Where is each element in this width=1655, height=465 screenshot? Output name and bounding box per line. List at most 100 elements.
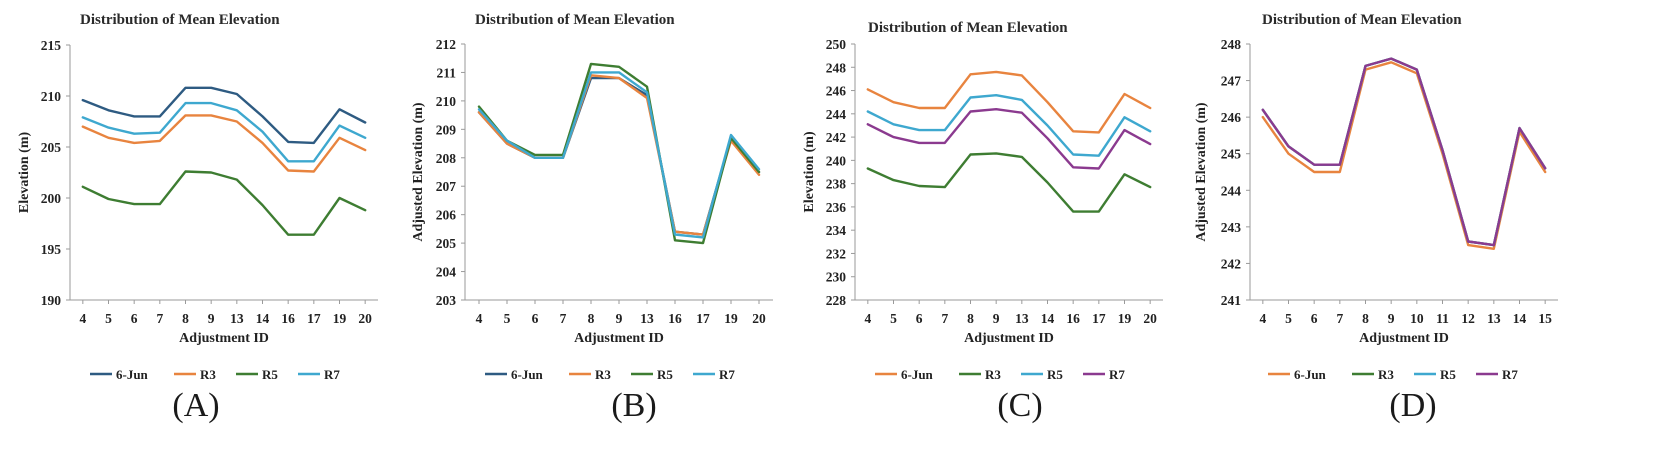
y-tick-label: 212 <box>436 37 457 52</box>
y-tick-label: 206 <box>436 208 457 223</box>
legend-label: 6-Jun <box>1294 367 1327 382</box>
y-tick-label: 230 <box>826 270 847 285</box>
legend-label: R7 <box>719 367 735 382</box>
y-axis-label: Elevation (m) <box>17 132 32 214</box>
series-line-6-jun <box>866 70 1152 134</box>
series-line-r5 <box>477 62 761 245</box>
series-line-r7 <box>81 101 367 163</box>
x-tick-label: 14 <box>1041 311 1055 326</box>
y-tick-label: 203 <box>436 293 457 308</box>
x-tick-label: 6 <box>916 311 923 326</box>
y-tick-label: 205 <box>41 140 62 155</box>
y-tick-label: 248 <box>826 60 847 75</box>
chart-title: Distribution of Mean Elevation <box>475 12 675 28</box>
x-tick-label: 14 <box>1513 311 1527 326</box>
y-tick-label: 242 <box>1221 256 1242 271</box>
y-tick-label: 241 <box>1221 293 1242 308</box>
x-tick-label: 17 <box>696 311 710 326</box>
x-tick-label: 4 <box>79 311 86 326</box>
legend-label: 6-Jun <box>511 367 544 382</box>
series-line-r7 <box>866 107 1152 170</box>
y-tick-label: 207 <box>436 179 457 194</box>
y-tick-label: 234 <box>826 223 847 238</box>
legend-label: 6-Jun <box>116 367 149 382</box>
panel-letter: (D) <box>1389 387 1436 424</box>
x-tick-label: 10 <box>1410 311 1424 326</box>
y-tick-label: 246 <box>1221 110 1242 125</box>
series-line-r3 <box>1261 57 1547 247</box>
x-tick-label: 7 <box>1336 311 1343 326</box>
y-tick-label: 236 <box>826 200 847 215</box>
panel-letter: (A) <box>172 387 219 424</box>
x-tick-label: 7 <box>156 311 163 326</box>
y-tick-label: 209 <box>436 122 457 137</box>
x-tick-label: 17 <box>307 311 321 326</box>
x-tick-label: 13 <box>230 311 244 326</box>
y-tick-label: 204 <box>436 265 457 280</box>
series-line-r3 <box>81 114 367 173</box>
legend-label: 6-Jun <box>901 367 934 382</box>
y-tick-label: 240 <box>826 153 847 168</box>
y-tick-label: 195 <box>41 242 62 257</box>
x-tick-label: 5 <box>504 311 511 326</box>
legend-label: R5 <box>262 367 278 382</box>
y-tick-label: 243 <box>1221 220 1242 235</box>
chart-title: Distribution of Mean Elevation <box>1262 12 1462 28</box>
x-tick-label: 12 <box>1461 311 1475 326</box>
chart-title: Distribution of Mean Elevation <box>868 20 1068 36</box>
chart-panel-1: Distribution of Mean Elevation1901952002… <box>17 12 378 424</box>
x-tick-label: 5 <box>105 311 112 326</box>
x-axis-label: Adjustment ID <box>179 331 269 346</box>
x-tick-label: 8 <box>1362 311 1369 326</box>
y-tick-label: 215 <box>41 38 62 53</box>
x-tick-label: 19 <box>724 311 738 326</box>
x-tick-label: 20 <box>752 311 766 326</box>
y-axis-label: Adjusted Elevation (m) <box>1194 102 1209 242</box>
x-tick-label: 6 <box>532 311 539 326</box>
x-tick-label: 16 <box>1066 311 1080 326</box>
y-tick-label: 210 <box>41 89 62 104</box>
legend-label: R5 <box>1440 367 1456 382</box>
legend-label: R3 <box>985 367 1001 382</box>
y-tick-label: 248 <box>1221 37 1242 52</box>
x-tick-label: 20 <box>358 311 372 326</box>
chart-title: Distribution of Mean Elevation <box>80 12 280 28</box>
legend-label: R5 <box>1047 367 1063 382</box>
x-tick-label: 4 <box>1259 311 1266 326</box>
x-tick-label: 13 <box>1015 311 1029 326</box>
x-tick-label: 5 <box>890 311 897 326</box>
x-tick-label: 8 <box>967 311 974 326</box>
x-axis-label: Adjustment ID <box>1359 331 1449 346</box>
panel-letter: (C) <box>997 387 1042 424</box>
y-tick-label: 190 <box>41 293 62 308</box>
x-tick-label: 8 <box>182 311 189 326</box>
legend-label: R7 <box>1502 367 1518 382</box>
x-tick-label: 6 <box>131 311 138 326</box>
x-tick-label: 7 <box>560 311 567 326</box>
x-axis-label: Adjustment ID <box>574 331 664 346</box>
x-tick-label: 14 <box>256 311 270 326</box>
series-line-6-jun <box>1261 61 1547 251</box>
legend-label: R7 <box>324 367 340 382</box>
legend-label: R3 <box>595 367 611 382</box>
chart-panel-3: Distribution of Mean Elevation 228 230 232 2… <box>802 20 1163 424</box>
y-tick-label: 246 <box>826 84 847 99</box>
legend-label: R3 <box>1378 367 1394 382</box>
y-tick-label: 232 <box>826 246 847 261</box>
y-tick-label: 238 <box>826 177 847 192</box>
x-tick-label: 9 <box>616 311 623 326</box>
x-tick-label: 16 <box>668 311 682 326</box>
x-tick-label: 8 <box>588 311 595 326</box>
y-tick-label: 200 <box>41 191 62 206</box>
chart-panel-2: Distribution of Mean Elevation2032042052… <box>411 12 773 424</box>
y-tick-label: 228 <box>826 293 847 308</box>
x-tick-label: 19 <box>333 311 347 326</box>
x-tick-label: 15 <box>1538 311 1552 326</box>
x-tick-label: 13 <box>640 311 654 326</box>
x-tick-label: 6 <box>1311 311 1318 326</box>
y-axis-label: Elevation (m) <box>802 131 817 213</box>
series-line-r3 <box>477 74 761 236</box>
x-tick-label: 9 <box>1388 311 1395 326</box>
x-axis-label: Adjustment ID <box>964 331 1054 346</box>
